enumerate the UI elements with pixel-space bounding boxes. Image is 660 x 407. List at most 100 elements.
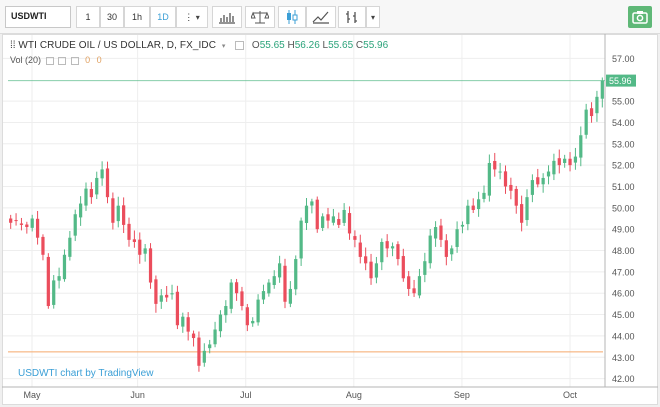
candle-body [563, 158, 567, 163]
candle-body [369, 261, 373, 279]
price-tick-label: 51.00 [612, 182, 635, 192]
volume-legend: Vol (20) 0 0 [10, 55, 102, 65]
chevron-down-icon[interactable]: ▾ [221, 43, 226, 50]
time-tick-label: May [23, 390, 41, 400]
candle-body [30, 218, 34, 228]
candle-body [514, 188, 518, 206]
candle-body [396, 244, 400, 260]
camera-icon [632, 11, 648, 24]
candle-body [584, 109, 588, 135]
price-tick-label: 47.00 [612, 267, 635, 277]
candle-body [175, 291, 180, 326]
scale-icon [250, 11, 270, 24]
price-tick-label: 57.00 [612, 54, 635, 64]
symbol-search-input[interactable]: USDWTI [5, 6, 71, 28]
candle-body [433, 227, 438, 239]
line-chart-icon [312, 11, 329, 24]
price-tick-label: 52.00 [612, 161, 635, 171]
candle-body [288, 288, 292, 304]
candle-body [428, 235, 432, 264]
candle-body [52, 280, 56, 305]
chart-toolbar: USDWTI 1 30 1h 1D ⋮ ▾ ▾ [0, 0, 660, 34]
candle-body [143, 248, 147, 254]
candle-body [493, 160, 497, 170]
interval-1m-button[interactable]: 1 [76, 6, 100, 28]
candle-body [374, 263, 379, 278]
candle-body [573, 156, 578, 163]
candle-body [122, 205, 126, 225]
time-tick-label: Aug [346, 390, 362, 400]
interval-1h-button[interactable]: 1h [124, 6, 150, 28]
candle-body [181, 316, 185, 327]
snapshot-button[interactable] [628, 6, 652, 28]
line-style-button[interactable] [306, 6, 336, 28]
candle-body [315, 199, 319, 230]
candle-body [111, 198, 115, 223]
last-price-tag [606, 74, 636, 87]
candle-body [536, 177, 540, 185]
candle-body [337, 219, 341, 225]
candle-body [267, 282, 271, 294]
tradingview-attribution-link[interactable]: USDWTI chart by TradingView [18, 368, 154, 379]
time-tick-label: Jun [130, 390, 145, 400]
candle-body [417, 276, 422, 296]
candle-body [294, 259, 298, 290]
candle-body [256, 299, 260, 323]
candles-style-button[interactable] [278, 6, 306, 28]
candle-body [347, 213, 352, 234]
price-tick-label: 54.00 [612, 118, 635, 128]
interval-1d-button[interactable]: 1D [150, 6, 176, 28]
close-label: C [355, 40, 364, 51]
high-label: H [287, 40, 295, 51]
close-icon[interactable] [70, 56, 79, 65]
candle-body [191, 333, 196, 339]
candle-body [46, 256, 50, 307]
chart-legend: ⁞⁞ WTI CRUDE OIL / US DOLLAR, D, FX_IDC … [10, 40, 388, 51]
candle-body [595, 96, 599, 114]
candle-body [310, 201, 314, 206]
candle-body [208, 344, 212, 349]
candle-body [568, 158, 572, 166]
indicators-button[interactable] [212, 6, 242, 28]
candle-body [159, 295, 163, 302]
candle-body [272, 276, 276, 286]
interval-30m-button[interactable]: 30 [100, 6, 124, 28]
settings-icon[interactable] [58, 56, 67, 65]
time-axis: MayJunJulAugSepOctNov [2, 386, 658, 400]
candle-body [202, 350, 206, 363]
candle-body [25, 224, 29, 228]
candle-body [530, 180, 535, 195]
candle-body [326, 214, 330, 221]
price-axis: 42.00 43.00 44.00 45.00 46.00 47.00 48.00 49.00… [8, 34, 636, 387]
candle-body [154, 279, 158, 304]
compare-button[interactable] [245, 6, 275, 28]
time-tick-label: Jul [240, 390, 252, 400]
price-tick-label: 46.00 [612, 289, 635, 299]
candlestick-icon [287, 10, 298, 24]
candle-body [460, 224, 465, 227]
chart-style-dropdown[interactable]: ▾ [366, 6, 380, 28]
candle-body [116, 205, 120, 222]
eye-icon[interactable] [45, 56, 54, 65]
candle-body [525, 197, 529, 221]
candle-body [78, 203, 83, 218]
price-tick-label: 55.00 [612, 97, 635, 107]
bars-style-button[interactable] [338, 6, 366, 28]
candle-body [283, 265, 287, 302]
time-tick-label: Sep [454, 390, 470, 400]
candle-body [579, 135, 583, 158]
candle-body [471, 205, 475, 210]
more-icon: ⋮ [184, 12, 194, 22]
candle-body [358, 242, 362, 257]
candle-body [466, 205, 470, 225]
candle-body [412, 288, 416, 294]
volume-ma-value: 0 [96, 55, 102, 65]
candle-body [240, 291, 244, 307]
candle-body [57, 276, 61, 281]
candle-body [251, 320, 255, 324]
candle-body [229, 282, 233, 309]
candle-body [546, 171, 551, 177]
settings-icon[interactable] [235, 40, 245, 50]
more-intervals-dropdown[interactable]: ⋮ ▾ [176, 6, 208, 28]
